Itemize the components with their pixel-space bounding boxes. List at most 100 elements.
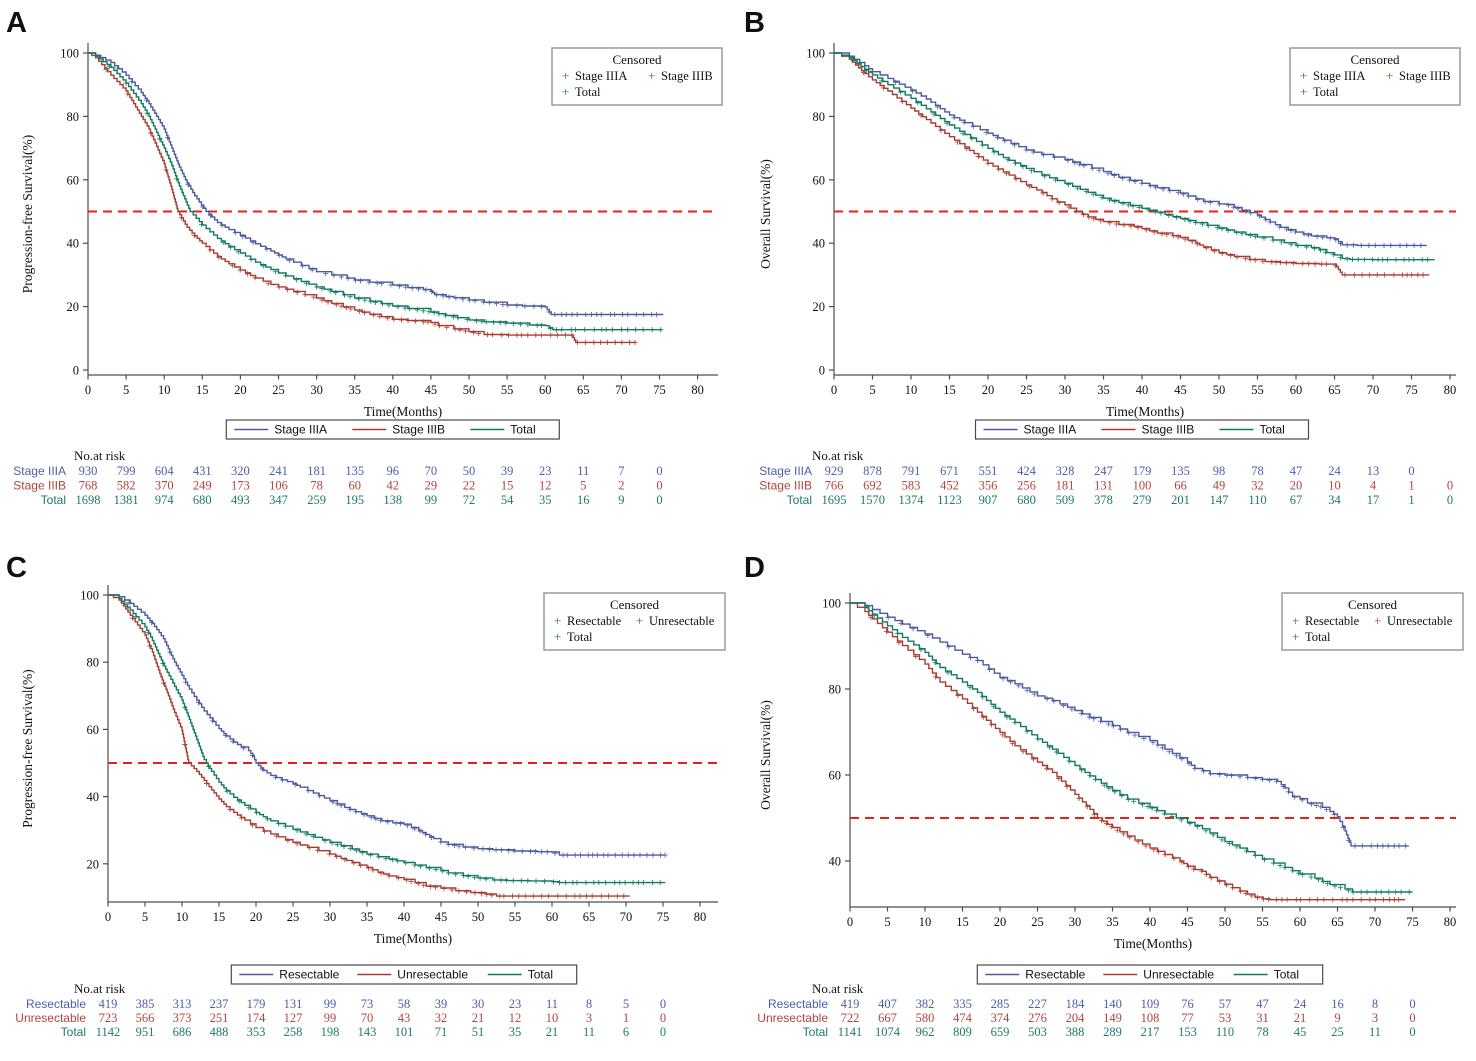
series-legend-box xyxy=(976,964,1324,985)
risk-count: 32 xyxy=(435,1011,448,1025)
risk-count: 30 xyxy=(472,997,485,1011)
risk-count: 335 xyxy=(953,997,972,1011)
risk-count: 110 xyxy=(1216,1025,1234,1039)
risk-count: 5 xyxy=(623,997,629,1011)
risk-count: 71 xyxy=(435,1025,448,1039)
x-tick-label: 40 xyxy=(1144,915,1157,929)
x-tick-label: 50 xyxy=(472,910,485,924)
panel-letter-B: B xyxy=(744,7,765,39)
y-tick-label: 100 xyxy=(60,47,79,61)
risk-count: 8 xyxy=(1372,997,1378,1011)
axis-lines xyxy=(849,593,1456,908)
risk-count: 424 xyxy=(1017,464,1037,478)
risk-count: 237 xyxy=(210,997,229,1011)
risk-count: 108 xyxy=(1141,1011,1160,1025)
risk-row-label: Unresectable xyxy=(757,1011,828,1025)
censored-legend-entry: Unresectable xyxy=(1387,614,1453,628)
x-tick-label: 40 xyxy=(387,383,400,397)
risk-count: 13 xyxy=(1367,464,1380,478)
x-tick-label: 20 xyxy=(250,910,263,924)
risk-count: 66 xyxy=(1174,479,1187,493)
censor-marks-red xyxy=(860,69,1426,278)
x-tick-label: 55 xyxy=(501,383,514,397)
y-tick-label: 0 xyxy=(819,364,825,378)
risk-count: 20 xyxy=(1290,479,1303,493)
censor-plus-icon: + xyxy=(562,68,569,83)
risk-count: 67 xyxy=(1290,493,1303,507)
risk-count: 768 xyxy=(79,479,98,493)
x-axis-title: Time(Months) xyxy=(374,931,452,946)
risk-count: 680 xyxy=(1017,493,1036,507)
risk-count: 15 xyxy=(501,479,514,493)
x-tick-label: 45 xyxy=(425,383,438,397)
censored-legend-box xyxy=(1281,592,1464,651)
risk-count: 0 xyxy=(660,1011,666,1025)
risk-count: 22 xyxy=(463,479,476,493)
risk-count: 99 xyxy=(324,997,337,1011)
risk-count: 1141 xyxy=(838,1025,863,1039)
risk-count: 1381 xyxy=(114,493,139,507)
panel-letter-A: A xyxy=(6,7,27,39)
risk-count: 127 xyxy=(284,1011,303,1025)
risk-count: 452 xyxy=(940,479,959,493)
risk-count: 39 xyxy=(501,464,514,478)
risk-count: 227 xyxy=(1028,997,1047,1011)
risk-row-label: Stage IIIA xyxy=(759,464,812,478)
risk-count: 198 xyxy=(321,1025,340,1039)
risk-count: 259 xyxy=(307,493,326,507)
y-tick-label: 60 xyxy=(87,723,100,737)
risk-count: 604 xyxy=(155,464,175,478)
risk-count: 1698 xyxy=(76,493,101,507)
risk-count: 78 xyxy=(1256,1025,1269,1039)
risk-count: 24 xyxy=(1294,997,1307,1011)
censor-plus-icon: + xyxy=(648,68,655,83)
risk-count: 153 xyxy=(1178,1025,1197,1039)
x-tick-label: 55 xyxy=(1251,383,1264,397)
x-tick-label: 60 xyxy=(546,910,559,924)
risk-count: 285 xyxy=(991,997,1010,1011)
risk-count: 179 xyxy=(1133,464,1152,478)
censor-marks-green xyxy=(849,56,1431,263)
risk-count: 10 xyxy=(546,1011,559,1025)
risk-count: 50 xyxy=(463,464,476,478)
risk-count: 57 xyxy=(1219,997,1232,1011)
risk-count: 378 xyxy=(1094,493,1113,507)
risk-row-label: Resectable xyxy=(768,997,828,1011)
risk-count: 140 xyxy=(1103,997,1122,1011)
risk-count: 276 xyxy=(1028,1011,1047,1025)
x-tick-label: 35 xyxy=(1097,383,1110,397)
censor-marks-red xyxy=(129,615,627,899)
series-legend-label: Stage IIIB xyxy=(392,423,445,437)
axis-lines xyxy=(107,585,718,903)
risk-count: 1374 xyxy=(899,493,925,507)
x-tick-label: 35 xyxy=(1106,915,1119,929)
risk-row-label: Resectable xyxy=(26,997,86,1011)
x-tick-label: 50 xyxy=(1213,383,1226,397)
censor-plus-icon: + xyxy=(1292,629,1299,644)
risk-count: 201 xyxy=(1171,493,1190,507)
y-axis-title: Overall Survival(%) xyxy=(758,700,773,810)
risk-count: 320 xyxy=(231,464,250,478)
y-tick-label: 40 xyxy=(67,237,80,251)
risk-count: 0 xyxy=(1409,1011,1415,1025)
risk-count: 24 xyxy=(1328,464,1341,478)
risk-count: 279 xyxy=(1133,493,1152,507)
censor-plus-icon: + xyxy=(1300,84,1307,99)
risk-table-title: No.at risk xyxy=(812,448,864,463)
x-tick-label: 75 xyxy=(1405,383,1418,397)
risk-count: 0 xyxy=(1447,479,1453,493)
y-tick-label: 100 xyxy=(822,597,841,611)
risk-count: 39 xyxy=(435,997,448,1011)
risk-count: 1123 xyxy=(937,493,962,507)
censor-plus-icon: + xyxy=(1386,68,1393,83)
risk-count: 419 xyxy=(99,997,118,1011)
risk-count: 385 xyxy=(136,997,155,1011)
risk-count: 16 xyxy=(1331,997,1344,1011)
risk-count: 1 xyxy=(1408,479,1414,493)
risk-count: 43 xyxy=(398,1011,411,1025)
x-tick-label: 5 xyxy=(123,383,129,397)
risk-count: 60 xyxy=(348,479,361,493)
risk-count: 23 xyxy=(539,464,552,478)
